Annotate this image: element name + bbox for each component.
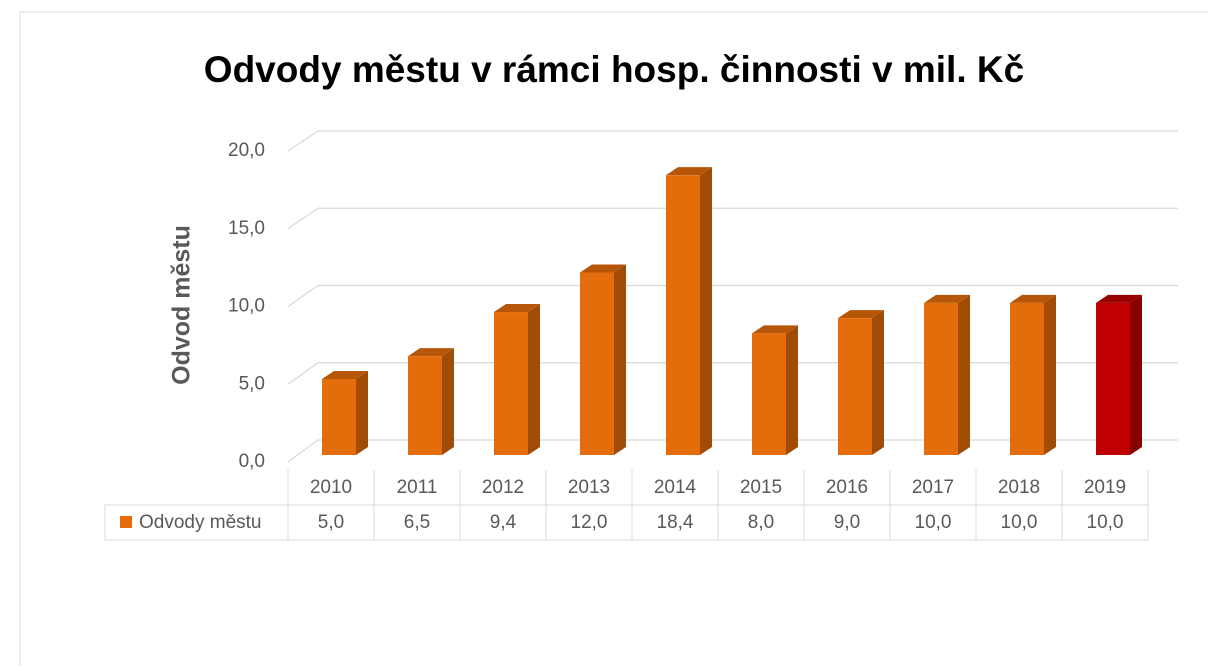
bar bbox=[838, 318, 872, 455]
bar-side bbox=[614, 264, 626, 455]
bar-top bbox=[752, 325, 798, 334]
x-tick-label: 2015 bbox=[740, 477, 782, 498]
table-value: 5,0 bbox=[318, 512, 344, 533]
bar-side bbox=[528, 304, 540, 455]
grid-line bbox=[287, 284, 1178, 308]
bar-top bbox=[838, 310, 884, 319]
bar-side bbox=[958, 294, 970, 455]
bar bbox=[494, 312, 528, 455]
bar-top bbox=[494, 304, 540, 313]
bar-top bbox=[666, 167, 712, 176]
chart-title: Odvody městu v rámci hosp. činnosti v mi… bbox=[204, 49, 1024, 90]
table-value: 10,0 bbox=[915, 512, 952, 533]
bar-top bbox=[924, 294, 970, 303]
x-tick-label: 2010 bbox=[310, 477, 352, 498]
bar bbox=[1096, 302, 1130, 455]
grid-line bbox=[287, 439, 1178, 463]
bar bbox=[924, 302, 958, 455]
grid-line bbox=[287, 130, 1178, 152]
x-tick-label: 2013 bbox=[568, 477, 610, 498]
bar bbox=[1010, 302, 1044, 455]
table-value: 10,0 bbox=[1001, 512, 1038, 533]
table-value: 12,0 bbox=[571, 512, 608, 533]
bar-top bbox=[1096, 294, 1142, 303]
bar-side bbox=[1044, 294, 1056, 455]
bar-top bbox=[1010, 294, 1056, 303]
bar bbox=[408, 356, 442, 455]
y-tick-label: 10,0 bbox=[228, 296, 265, 317]
legend-swatch bbox=[120, 516, 132, 528]
bar-top bbox=[408, 348, 454, 357]
y-tick-label: 20,0 bbox=[228, 140, 265, 161]
bar-side bbox=[700, 167, 712, 456]
legend-label: Odvody městu bbox=[139, 512, 262, 533]
bar-top bbox=[580, 264, 626, 273]
bar-side bbox=[1130, 294, 1142, 455]
table-value: 6,5 bbox=[404, 512, 430, 533]
table-value: 18,4 bbox=[657, 512, 694, 533]
bar-side bbox=[786, 325, 798, 455]
y-tick-label: 15,0 bbox=[228, 218, 265, 239]
x-tick-label: 2019 bbox=[1084, 477, 1126, 498]
x-tick-label: 2017 bbox=[912, 477, 954, 498]
y-axis-label: Odvod městu bbox=[168, 225, 196, 385]
table-value: 9,0 bbox=[834, 512, 860, 533]
bar-side bbox=[872, 310, 884, 455]
x-tick-label: 2012 bbox=[482, 477, 524, 498]
table-value: 10,0 bbox=[1087, 512, 1124, 533]
x-tick-label: 2011 bbox=[397, 477, 438, 498]
bar bbox=[580, 272, 614, 455]
bar-side bbox=[442, 348, 454, 455]
bar bbox=[752, 333, 786, 455]
x-tick-label: 2014 bbox=[654, 477, 697, 498]
bar-top bbox=[322, 370, 368, 379]
bar-side bbox=[356, 370, 368, 455]
grid-line bbox=[287, 207, 1178, 230]
x-tick-label: 2016 bbox=[826, 477, 868, 498]
bar bbox=[322, 378, 356, 455]
x-tick-label: 2018 bbox=[998, 477, 1040, 498]
table-value: 9,4 bbox=[490, 512, 517, 533]
bar bbox=[666, 175, 700, 456]
chart-frame bbox=[19, 11, 1208, 666]
grid-line bbox=[287, 362, 1178, 385]
y-tick-label: 0,0 bbox=[239, 451, 265, 472]
table-value: 8,0 bbox=[748, 512, 774, 533]
y-tick-label: 5,0 bbox=[239, 373, 265, 394]
